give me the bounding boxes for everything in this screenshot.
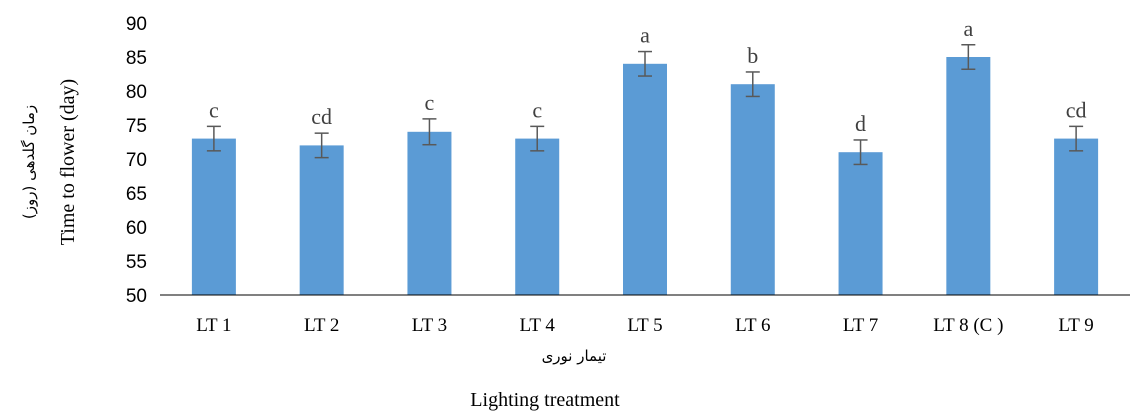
significance-letter: c [425,90,435,115]
significance-letter: a [640,23,650,48]
bar [515,138,560,295]
x-tick-label: LT 3 [412,315,447,336]
x-tick-label: LT 6 [735,315,770,336]
significance-letter: d [855,111,866,136]
bar [730,84,775,295]
significance-letter: c [532,97,542,122]
error-bar [961,44,976,70]
error-bar [314,132,329,159]
y-tick-label: 65 [126,184,147,205]
x-axis-title: Lighting treatment [470,389,620,411]
significance-letter: c [209,97,219,122]
y-tick-label: 75 [126,116,147,137]
x-tick-label: LT 7 [843,315,878,336]
error-bar [745,71,760,98]
error-bar [530,125,545,152]
bar [407,131,452,295]
y-tick-label: 85 [126,48,147,69]
error-bar [853,139,868,166]
bar [299,145,344,295]
error-bars [206,44,1084,166]
error-bar [422,118,437,146]
significance-letter: cd [1066,97,1087,122]
x-tick-label: LT 5 [627,315,662,336]
x-axis-tick-labels: LT 1 LT 2 LT 3 LT 4 LT 5 LT 6 LT 7 LT 8 (C ) LT … [196,315,1094,336]
error-bar [638,50,652,77]
bars [191,57,1099,295]
bar [1054,138,1099,295]
x-tick-label: LT 9 [1058,315,1093,336]
y-axis-title-persian: زمان گلدهی (روز) [20,105,38,219]
error-bar [206,125,221,152]
x-tick-label: LT 2 [304,315,339,336]
bar [838,152,883,295]
significance-letters: c cd c c a b d a cd [209,16,1086,136]
significance-letter: cd [311,104,332,129]
y-axis-tick-labels: 50 55 60 65 70 75 80 85 90 [126,14,147,307]
y-tick-label: 60 [126,218,147,239]
bar [191,138,236,295]
x-tick-label: LT 8 (C ) [933,315,1003,336]
y-tick-label: 70 [126,150,147,171]
bar [946,57,991,295]
x-axis-title-persian: تیمار نوری [542,347,607,365]
significance-letter: b [747,43,758,68]
y-tick-label: 80 [126,82,147,103]
x-tick-label: LT 1 [196,315,231,336]
y-tick-label: 50 [126,286,147,307]
y-axis-title: Time to flower (day) [57,79,79,245]
x-tick-label: LT 4 [520,315,556,336]
bar [623,63,667,295]
significance-letter: a [963,16,973,41]
y-tick-label: 55 [126,252,147,273]
error-bar [1069,125,1084,152]
y-tick-label: 90 [126,14,147,35]
